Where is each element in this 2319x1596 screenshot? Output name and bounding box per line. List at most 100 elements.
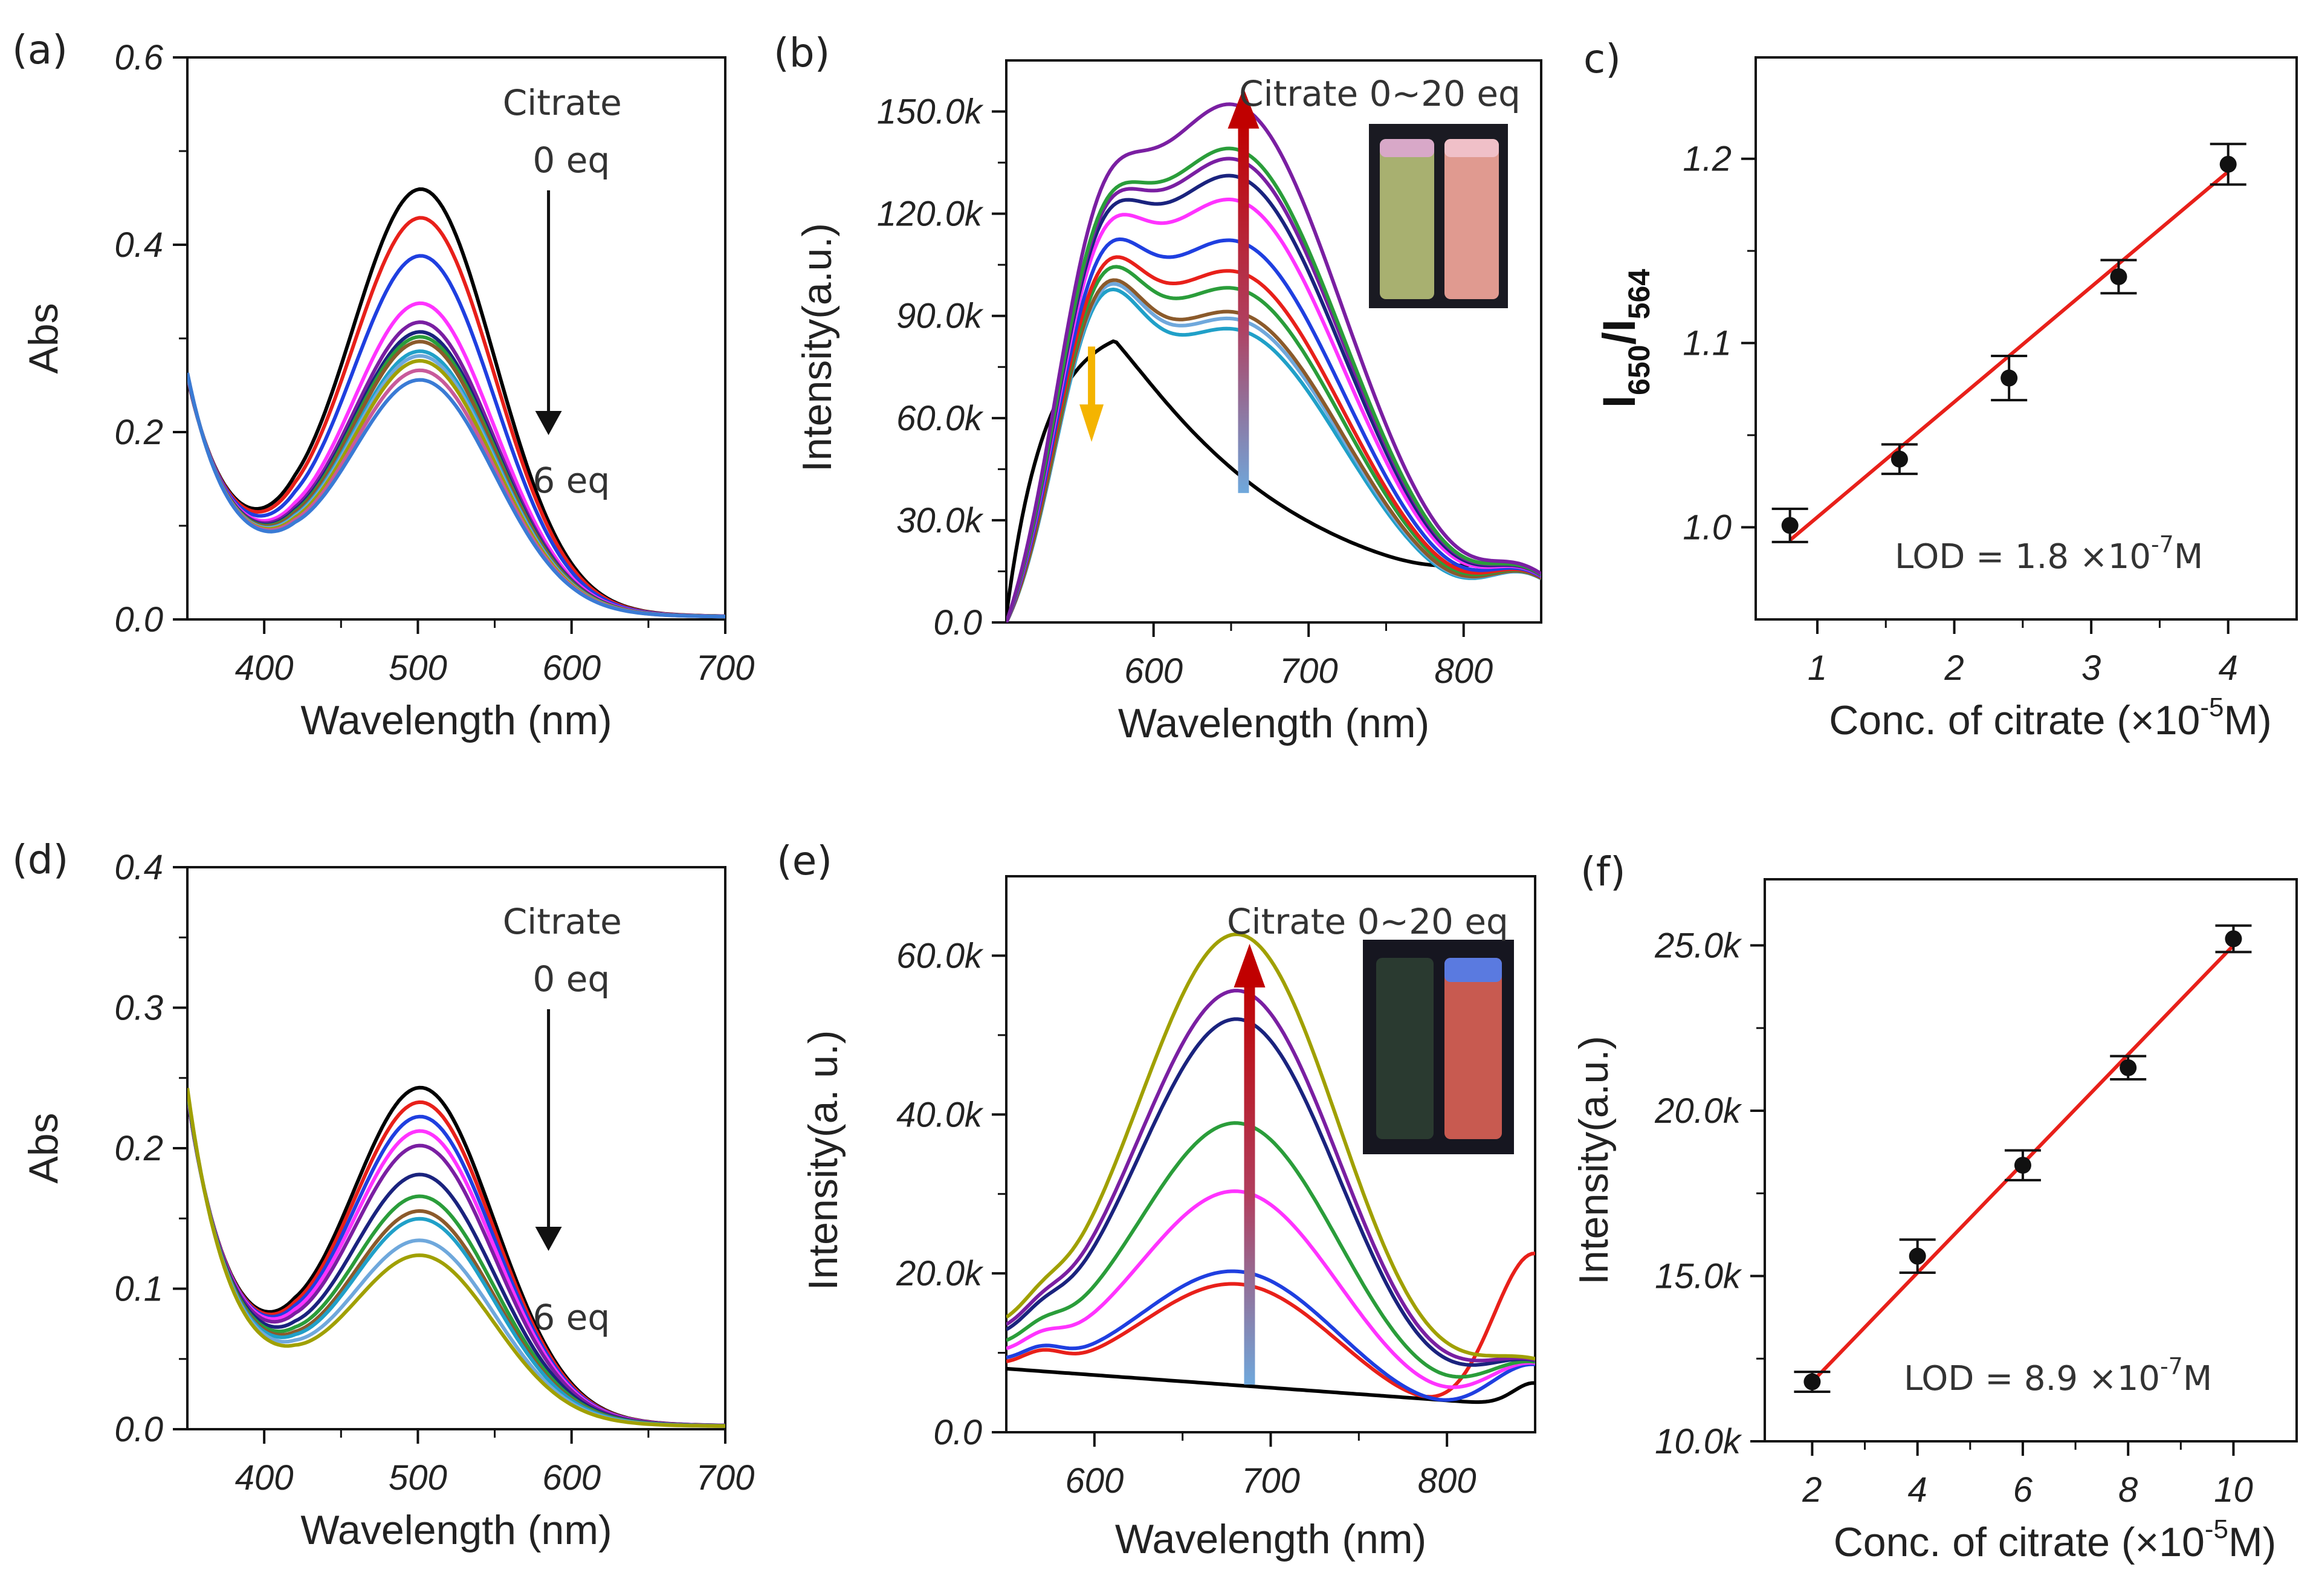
x-tick-label: 500 (389, 1458, 447, 1497)
panel-a: 400 500 600 700 0.0 0.2 0.4 0.6 Citrate 0 eq 6 eq W… (12, 27, 754, 743)
x-label-main: Conc. of citrate (×10 (1834, 1519, 2205, 1565)
x-label-sup: -5 (2205, 1514, 2228, 1544)
series-group (1006, 102, 1541, 622)
x-label-sup: -5 (2200, 693, 2224, 722)
emission-curve (1006, 265, 1541, 622)
lod-sup: -7 (2151, 531, 2174, 558)
x-tick-label: 400 (235, 1458, 294, 1497)
y-axis-label: Intensity(a. u.) (800, 1030, 846, 1291)
lod-main: LOD = 1.8 ×10 (1895, 537, 2151, 577)
data-point (2120, 1059, 2137, 1076)
x-axis-label: Conc. of citrate (×10-5M) (1829, 693, 2272, 743)
y-axis-label: Intensity(a.u.) (1571, 1036, 1617, 1285)
increase-arrow-head (1234, 943, 1266, 987)
x-tick-label: 4 (1908, 1470, 1927, 1510)
emission-curve (1006, 173, 1541, 622)
y-axis-label: Intensity(a.u.) (794, 223, 840, 472)
y-tick-label: 0.0 (933, 1413, 982, 1452)
y-tick-label: 0.2 (114, 1129, 163, 1168)
cuvette-right (1444, 958, 1502, 1139)
x-tick-label: 600 (1065, 1461, 1124, 1501)
lod-sup: -7 (2160, 1353, 2183, 1380)
x-axis-label: Wavelength (nm) (1118, 700, 1429, 746)
y-tick-label: 15.0k (1655, 1256, 1742, 1296)
y-label-i: I (1594, 395, 1645, 408)
emission-curve (1006, 1017, 1535, 1367)
x-tick-label: 2 (1802, 1470, 1822, 1510)
emission-curve (1006, 1269, 1535, 1402)
annotation-start: 0 eq (532, 958, 610, 1000)
annotation-end: 6 eq (532, 460, 610, 501)
data-point (1781, 517, 1799, 534)
y-tick-label: 0.4 (114, 225, 163, 265)
y-tick-label: 20.0k (896, 1254, 984, 1293)
trend-arrow-head (535, 411, 562, 435)
data-point (2014, 1157, 2031, 1174)
x-tick-label: 600 (1124, 651, 1183, 691)
panel-label: (a) (12, 27, 68, 73)
x-tick-label: 600 (542, 1458, 601, 1497)
increase-arrow-head (1227, 88, 1260, 129)
series-group (187, 1085, 725, 1428)
x-tick-label: 6 (2013, 1470, 2033, 1510)
annotation-title: Citrate 0~20 eq (1239, 73, 1521, 114)
y-tick-label: 0.0 (114, 600, 163, 639)
x-tick-label: 700 (1241, 1461, 1300, 1501)
x-axis-label: Wavelength (nm) (300, 1507, 612, 1553)
panel-label: (f) (1580, 848, 1626, 895)
emission-curve (1006, 1189, 1535, 1389)
x-axis-label: Wavelength (nm) (1115, 1516, 1426, 1562)
emission-curve (1006, 1252, 1535, 1399)
emission-curve (1006, 278, 1541, 622)
x-tick-label: 700 (1279, 651, 1338, 691)
absorbance-curve (187, 187, 725, 618)
data-point (2219, 155, 2237, 173)
x-label-unit: M) (2228, 1519, 2276, 1565)
x-tick-label: 4 (2219, 648, 2238, 688)
annotation-start: 0 eq (532, 140, 610, 181)
cuvette-left-top (1380, 139, 1434, 157)
trend-arrow-head (535, 1227, 562, 1251)
x-tick-label: 800 (1434, 651, 1493, 691)
series-group (187, 187, 725, 619)
panel-label: c) (1583, 36, 1621, 82)
decrease-arrow-head (1079, 404, 1104, 442)
annotation-title: Citrate 0~20 eq (1227, 901, 1509, 942)
y-tick-label: 150.0k (877, 92, 984, 132)
emission-curve (1006, 989, 1535, 1363)
lod-unit: M (2183, 1359, 2212, 1398)
emission-curve (1006, 932, 1535, 1361)
x-tick-label: 800 (1418, 1461, 1476, 1501)
x-tick-label: 600 (542, 648, 601, 688)
y-tick-label: 40.0k (896, 1095, 984, 1134)
cuvette-right-top (1444, 958, 1502, 982)
data-point (2110, 268, 2127, 285)
lod-text: LOD = 1.8 ×10-7M (1895, 531, 2203, 577)
annotation-title: Citrate (503, 82, 622, 123)
y-tick-label: 1.0 (1683, 508, 1732, 548)
plot-frame (1755, 56, 2298, 621)
panel-d: 400 500 600 700 0.0 0.1 0.2 0.3 0.4 Citrate 0 eq 6 … (12, 836, 754, 1553)
y-tick-label: 0.4 (114, 848, 163, 887)
series-group (1006, 932, 1535, 1404)
emission-curve (1006, 237, 1541, 622)
y-axis-label: I650/I564 (1594, 269, 1656, 408)
data-point (1909, 1247, 1926, 1265)
absorbance-curve (187, 1087, 725, 1428)
lod-main: LOD = 8.9 ×10 (1904, 1359, 2160, 1398)
cuvette-right-top (1444, 139, 1499, 157)
y-tick-label: 20.0k (1654, 1091, 1742, 1131)
emission-curve (1006, 1121, 1535, 1379)
increase-arrow (1244, 975, 1255, 1385)
y-tick-label: 0.1 (114, 1270, 163, 1309)
plot-frame (1005, 59, 1542, 624)
y-tick-label: 120.0k (877, 195, 984, 234)
x-tick-label: 400 (235, 648, 294, 688)
x-tick-label: 2 (1944, 648, 1964, 688)
lod-text: LOD = 8.9 ×10-7M (1904, 1353, 2212, 1398)
y-tick-label: 30.0k (896, 501, 984, 540)
cuvette-left (1380, 139, 1434, 299)
y-label-sub2: 564 (1622, 269, 1656, 320)
